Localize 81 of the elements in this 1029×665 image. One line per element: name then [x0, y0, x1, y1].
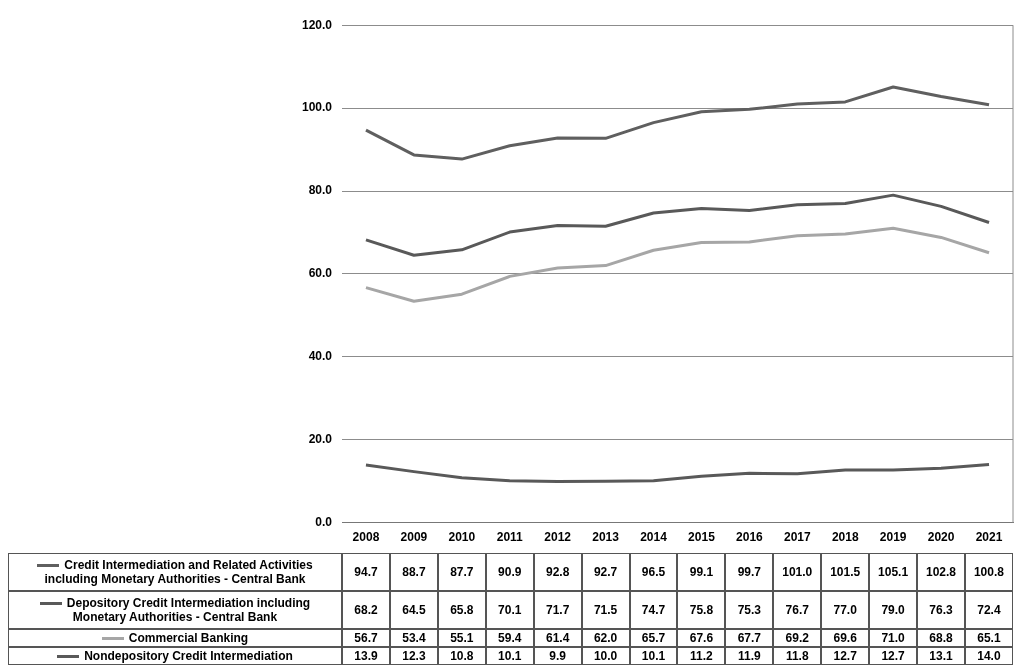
- data-label: 10.8: [437, 647, 486, 665]
- legend-label: Credit Intermediation and Related Activities including Monetary Authorities - Central Bank: [44, 558, 313, 586]
- data-label: 10.0: [581, 647, 630, 665]
- data-label: 101.5: [821, 553, 870, 591]
- data-label: 11.2: [677, 647, 726, 665]
- data-label: 79.0: [869, 591, 918, 629]
- data-label: 94.7: [342, 553, 390, 591]
- data-label: 62.0: [581, 629, 630, 647]
- data-label: 75.3: [725, 591, 774, 629]
- data-label: 70.1: [485, 591, 534, 629]
- data-label: 105.1: [869, 553, 918, 591]
- data-label: 11.9: [725, 647, 774, 665]
- data-label: 9.9: [533, 647, 582, 665]
- x-tick-label: 2021: [975, 530, 1003, 545]
- data-label: 65.7: [629, 629, 678, 647]
- data-label: 13.1: [917, 647, 965, 665]
- y-tick-label: 60.0: [308, 266, 333, 281]
- data-label: 88.7: [389, 553, 438, 591]
- data-label: 14.0: [964, 647, 1013, 665]
- data-label: 69.2: [773, 629, 822, 647]
- data-label: 75.8: [677, 591, 726, 629]
- data-label: 92.8: [533, 553, 582, 591]
- data-label: 68.2: [342, 591, 390, 629]
- data-label: 69.6: [821, 629, 870, 647]
- x-tick-label: 2019: [879, 530, 907, 545]
- data-label: 100.8: [964, 553, 1013, 591]
- data-label: 71.5: [581, 591, 630, 629]
- x-tick-label: 2020: [927, 530, 955, 545]
- data-label: 101.0: [773, 553, 822, 591]
- x-tick-label: 2014: [640, 530, 668, 545]
- data-label: 71.0: [869, 629, 918, 647]
- data-label: 65.8: [437, 591, 486, 629]
- data-label: 11.8: [773, 647, 822, 665]
- y-tick-label: 120.0: [301, 17, 333, 32]
- data-label: 64.5: [389, 591, 438, 629]
- data-label: 76.7: [773, 591, 822, 629]
- y-tick-label: 80.0: [308, 183, 333, 198]
- data-label: 68.8: [917, 629, 965, 647]
- data-label: 71.7: [533, 591, 582, 629]
- data-label: 92.7: [581, 553, 630, 591]
- data-label: 61.4: [533, 629, 582, 647]
- y-tick-label: 0.0: [315, 514, 333, 529]
- data-label: 76.3: [917, 591, 965, 629]
- data-label: 102.8: [917, 553, 965, 591]
- data-label: 99.1: [677, 553, 726, 591]
- data-label: 65.1: [964, 629, 1013, 647]
- x-tick-label: 2008: [352, 530, 380, 545]
- data-label: 72.4: [964, 591, 1013, 629]
- data-label: 10.1: [485, 647, 534, 665]
- x-tick-label: 2017: [783, 530, 811, 545]
- data-label: 56.7: [342, 629, 390, 647]
- legend-label: Depository Credit Intermediation including Monetary Authorities - Central Bank: [66, 596, 311, 624]
- x-tick-label: 2015: [688, 530, 716, 545]
- x-tick-label: 2013: [592, 530, 620, 545]
- legend-label: Nondepository Credit Intermediation: [84, 649, 293, 663]
- x-tick-label: 2010: [448, 530, 476, 545]
- data-label: 67.6: [677, 629, 726, 647]
- data-label: 12.3: [389, 647, 438, 665]
- x-tick-label: 2011: [496, 530, 524, 545]
- data-label: 67.7: [725, 629, 774, 647]
- data-label: 12.7: [869, 647, 918, 665]
- y-tick-label: 40.0: [308, 349, 333, 364]
- x-tick-label: 2018: [831, 530, 859, 545]
- data-label: 87.7: [437, 553, 486, 591]
- data-label: 12.7: [821, 647, 870, 665]
- data-label: 74.7: [629, 591, 678, 629]
- y-tick-label: 20.0: [308, 432, 333, 447]
- x-tick-label: 2009: [400, 530, 428, 545]
- data-label: 77.0: [821, 591, 870, 629]
- data-label: 10.1: [629, 647, 678, 665]
- data-label: 55.1: [437, 629, 486, 647]
- data-label: 53.4: [389, 629, 438, 647]
- data-label: 59.4: [485, 629, 534, 647]
- x-tick-label: 2012: [544, 530, 572, 545]
- x-tick-label: 2016: [736, 530, 764, 545]
- data-label: 13.9: [342, 647, 390, 665]
- legend-label: Commercial Banking: [128, 631, 249, 645]
- data-label: 96.5: [629, 553, 678, 591]
- data-label: 90.9: [485, 553, 534, 591]
- y-tick-label: 100.0: [301, 100, 333, 115]
- data-label: 99.7: [725, 553, 774, 591]
